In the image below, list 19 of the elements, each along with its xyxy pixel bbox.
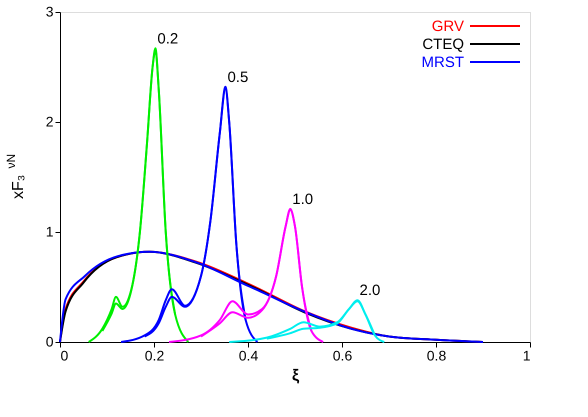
annotation: 0.2 bbox=[157, 30, 178, 48]
x-tick-label: 0.6 bbox=[332, 348, 352, 364]
legend-label: MRST bbox=[422, 54, 464, 71]
x-tick-label: 0.4 bbox=[238, 348, 258, 364]
legend-label: GRV bbox=[432, 18, 464, 35]
x-tick-label: 1 bbox=[522, 348, 531, 364]
x-axis-title: ξ bbox=[292, 368, 300, 384]
annotation: 2.0 bbox=[360, 282, 380, 300]
y-tick-label: 3 bbox=[46, 4, 54, 20]
x-tick-label: 0.8 bbox=[426, 348, 446, 364]
x-tick-label: 0.2 bbox=[144, 348, 164, 364]
y-tick-label: 2 bbox=[46, 114, 54, 130]
y-tick-label: 1 bbox=[46, 224, 54, 240]
x-tick-label: 0 bbox=[60, 348, 68, 364]
annotation: 1.0 bbox=[292, 190, 314, 208]
y-axis-title: xF₃νN bbox=[4, 154, 27, 199]
y-tick-label: 0 bbox=[46, 334, 54, 350]
annotation: 0.5 bbox=[227, 68, 248, 86]
legend-label: CTEQ bbox=[422, 36, 464, 53]
